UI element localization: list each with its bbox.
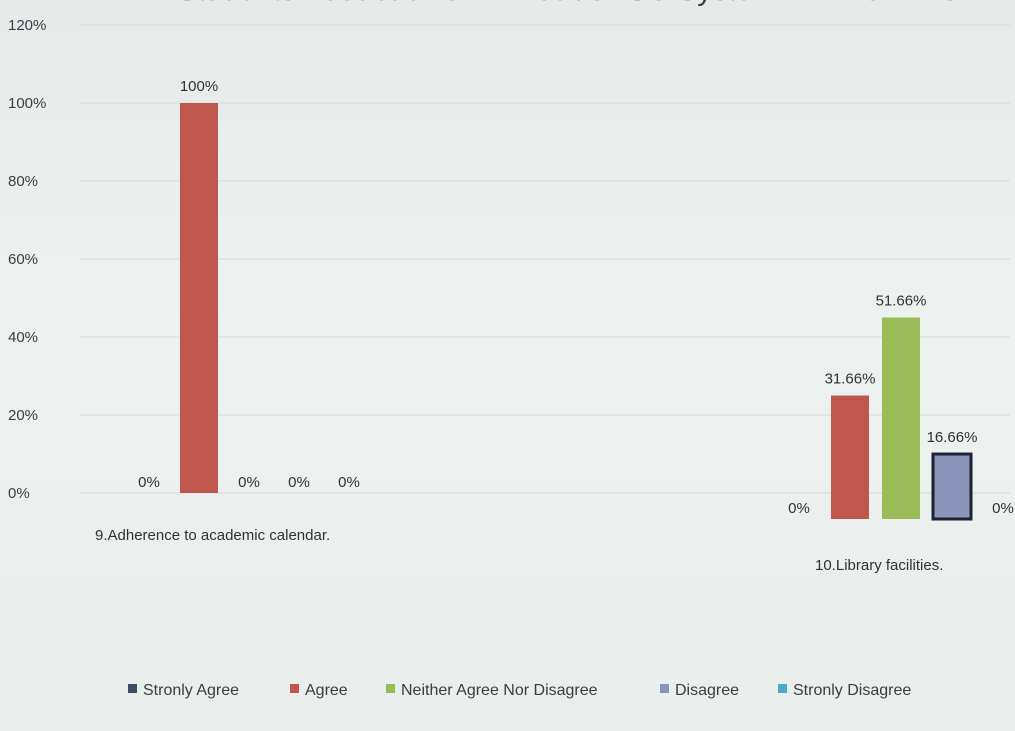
legend-item: Stronly Disagree <box>778 682 911 700</box>
y-tick-label: 40% <box>8 329 38 346</box>
data-label: 0% <box>788 500 810 517</box>
legend-swatch <box>660 684 669 694</box>
legend-swatch <box>778 684 787 694</box>
legend-item: Stronly Agree <box>128 682 239 700</box>
legend-label: Stronly Disagree <box>793 682 912 699</box>
data-label: 100% <box>180 78 218 95</box>
bar <box>882 317 920 519</box>
bar <box>931 452 973 521</box>
bar <box>180 103 218 493</box>
chart-title: Students Feedback on Annual/CBSC System … <box>0 0 1015 8</box>
y-tick-label: 20% <box>8 407 38 424</box>
data-label: 31.66% <box>825 371 876 388</box>
y-tick-label: 100% <box>8 95 46 112</box>
category-label: 9.Adherence to academic calendar. <box>95 527 330 544</box>
legend-label: Agree <box>305 682 348 699</box>
legend-label: Stronly Agree <box>143 682 240 699</box>
y-tick-label: 0% <box>8 485 30 502</box>
legend-label: Neither Agree Nor Disagree <box>401 682 598 699</box>
data-label: 0% <box>992 500 1014 517</box>
data-label: 0% <box>338 474 360 491</box>
bar <box>831 395 869 519</box>
chart-legend: Stronly Agree Agree Neither Agree Nor Disa… <box>128 676 988 716</box>
y-tick-label: 80% <box>8 173 38 190</box>
legend-swatch <box>128 684 137 694</box>
legend-swatch <box>386 684 395 694</box>
legend-label: Disagree <box>675 682 740 699</box>
data-label: 51.66% <box>876 293 927 310</box>
data-label: 0% <box>238 474 260 491</box>
legend-item: Neither Agree Nor Disagree <box>386 682 598 700</box>
data-label: 0% <box>288 474 310 491</box>
legend-item: Disagree <box>660 682 739 700</box>
data-label: 16.66% <box>927 429 978 446</box>
legend-swatch <box>290 684 299 694</box>
legend-item: Agree <box>290 682 348 700</box>
y-tick-label: 120% <box>8 17 46 34</box>
data-label: 0% <box>138 474 160 491</box>
category-label: 10.Library facilities. <box>815 557 943 574</box>
y-tick-label: 60% <box>8 251 38 268</box>
